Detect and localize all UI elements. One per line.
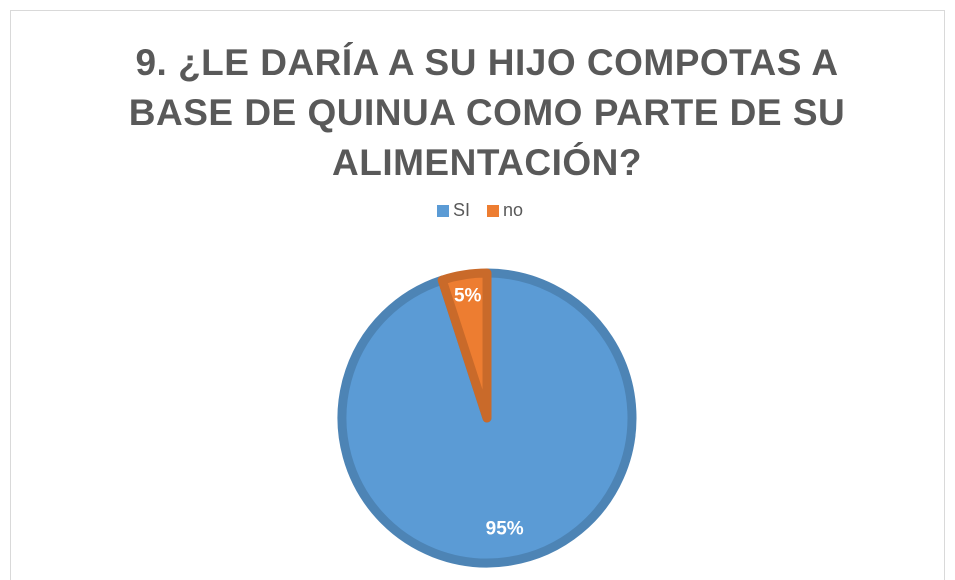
legend-label: SI [453, 200, 470, 220]
data-label: 95% [486, 519, 524, 540]
data-label: 5% [454, 285, 482, 306]
pie-slice [437, 268, 492, 423]
legend-swatch [487, 205, 499, 217]
chart-frame [10, 10, 945, 580]
chart-title: 9. ¿LE DARÍA A SU HIJO COMPOTAS A BASE D… [128, 42, 846, 183]
legend-label: no [503, 200, 523, 220]
legend-swatch [437, 205, 449, 217]
